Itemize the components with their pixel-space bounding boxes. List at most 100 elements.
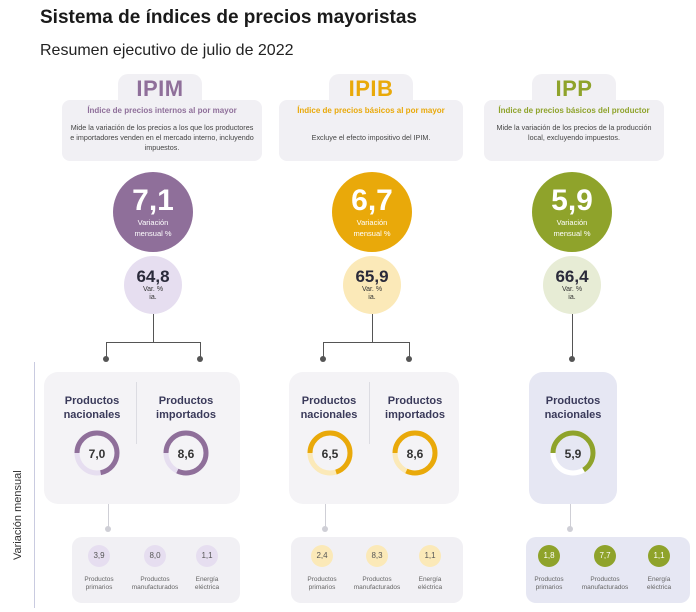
subproduct-label-line: primarios [308, 584, 336, 591]
yoy-variation-label: ia. [149, 294, 157, 301]
index-abbr: IPIM [118, 74, 202, 104]
product-title: Productos nacionales [535, 394, 611, 422]
monthly-variation-label: mensual % [353, 229, 391, 238]
subproducts-panel: 2,4 Productos primarios 8,3 Productos ma… [291, 537, 463, 603]
product-value: 8,6 [177, 447, 195, 461]
ring-arc [307, 430, 353, 476]
index-description-box: Índice de precios básicos del productor … [484, 100, 664, 161]
subproduct-value: 8,3 [366, 545, 388, 567]
index-description: Mide la variación de los precios de la p… [496, 123, 652, 142]
yoy-variation-label: ia. [368, 294, 376, 301]
connector-dot [320, 356, 326, 362]
product-title-line: Productos [387, 395, 443, 407]
yoy-variation-label: Var. % [361, 286, 383, 293]
yoy-variation-label: Var. % [142, 286, 164, 293]
ring-arc [74, 430, 120, 476]
subproduct-value: 1,8 [538, 545, 560, 567]
subproduct-label-line: eléctrica [646, 584, 672, 591]
monthly-variation-label: mensual % [134, 229, 172, 238]
monthly-variation-circle: 5,9 Variación mensual % [532, 172, 612, 252]
subproduct-label-line: Productos [307, 576, 337, 583]
monthly-variation-value: 6,7 [351, 184, 393, 217]
connector-line [572, 314, 573, 358]
connector-dot [567, 526, 573, 532]
index-description-box: Índice de precios básicos al por mayor E… [279, 100, 463, 161]
subproduct-label-line: Productos [140, 576, 170, 583]
connector-dot [406, 356, 412, 362]
subproduct-label: Productos primarios [71, 576, 127, 592]
subproduct-label-line: Energía [647, 576, 671, 583]
monthly-variation-label: Variación [137, 218, 169, 227]
products-panel: Productos nacionales 7,0 Productos impor… [44, 372, 240, 504]
monthly-variation-label: mensual % [553, 229, 591, 238]
index-description: Excluye el efecto impositivo del IPIM. [311, 133, 431, 142]
index-abbr: IPP [532, 74, 616, 104]
product-title: Productos importados [377, 394, 453, 422]
yoy-variation-circle: 64,8 Var. % ia. [124, 256, 182, 314]
subproducts-panel: 3,9 Productos primarios 8,0 Productos ma… [72, 537, 240, 603]
product-title-line: importados [156, 409, 216, 421]
subproduct-label-line: Energía [418, 576, 442, 583]
product-value: 7,0 [88, 447, 106, 461]
connector-line [325, 504, 326, 528]
ring-arc [163, 430, 209, 476]
subproduct-label: Productos primarios [521, 576, 577, 592]
index-name: Índice de precios internos al por mayor [87, 106, 237, 115]
product-title-line: Productos [301, 395, 357, 407]
subproduct-label-line: eléctrica [194, 584, 220, 591]
connector-line [153, 314, 154, 342]
connector-line [200, 342, 201, 358]
connector-line [106, 342, 107, 358]
connector-line [108, 504, 109, 528]
products-panel: Productos nacionales 6,5 Productos impor… [289, 372, 459, 504]
monthly-variation-value: 7,1 [132, 184, 174, 217]
subproduct-value: 2,4 [311, 545, 333, 567]
connector-dot [105, 526, 111, 532]
product-title-line: importados [385, 409, 445, 421]
product-title-line: Productos [158, 395, 214, 407]
product-value: 5,9 [564, 447, 582, 461]
yoy-variation-value: 65,9 [355, 267, 389, 286]
subproduct-label: Productos manufacturados [577, 576, 633, 592]
subproduct-label: Productos primarios [294, 576, 350, 592]
yoy-variation-circle: 65,9 Var. % ia. [343, 256, 401, 314]
subproduct-value: 7,7 [594, 545, 616, 567]
product-value: 8,6 [406, 447, 424, 461]
product-title: Productos importados [148, 394, 224, 422]
progress-ring [74, 430, 120, 476]
monthly-variation-circle: 7,1 Variación mensual % [113, 172, 193, 252]
page-subtitle: Resumen ejecutivo de julio de 2022 [40, 42, 294, 59]
ring-arc [550, 430, 596, 476]
subproduct-label: Energía eléctrica [402, 576, 458, 592]
product-title-line: nacionales [63, 409, 121, 421]
index-name: Índice de precios básicos del productor [498, 106, 650, 115]
yoy-variation-label: Var. % [561, 286, 583, 293]
subproduct-label-line: Energía [195, 576, 219, 583]
subproduct-label-line: Productos [362, 576, 392, 583]
monthly-variation-value: 5,9 [551, 184, 593, 217]
index-column-ipp: IPP Índice de precios básicos del produc… [482, 0, 690, 612]
product-title: Productos nacionales [291, 394, 367, 422]
connector-dot [569, 356, 575, 362]
side-label: Variación mensual [12, 470, 24, 560]
subproduct-value: 8,0 [144, 545, 166, 567]
panel-divider [136, 382, 137, 444]
connector-line [570, 504, 571, 528]
yoy-variation-value: 66,4 [555, 267, 589, 286]
subproduct-label: Energía eléctrica [179, 576, 235, 592]
connector-dot [197, 356, 203, 362]
subproduct-label: Productos manufacturados [127, 576, 183, 592]
index-description-box: Índice de precios internos al por mayor … [62, 100, 262, 161]
yoy-variation-label: ia. [568, 294, 576, 301]
subproduct-label-line: Productos [534, 576, 564, 583]
subproduct-label-line: manufacturados [353, 584, 401, 591]
subproduct-label-line: primarios [85, 584, 113, 591]
product-title-line: Productos [64, 395, 120, 407]
product-title-line: nacionales [544, 409, 602, 421]
subproduct-label-line: Productos [84, 576, 114, 583]
ring-arc [392, 430, 438, 476]
subproduct-label: Productos manufacturados [349, 576, 405, 592]
monthly-variation-label: Variación [356, 218, 388, 227]
yoy-variation-circle: 66,4 Var. % ia. [543, 256, 601, 314]
products-panel: Productos nacionales 5,9 [529, 372, 617, 504]
